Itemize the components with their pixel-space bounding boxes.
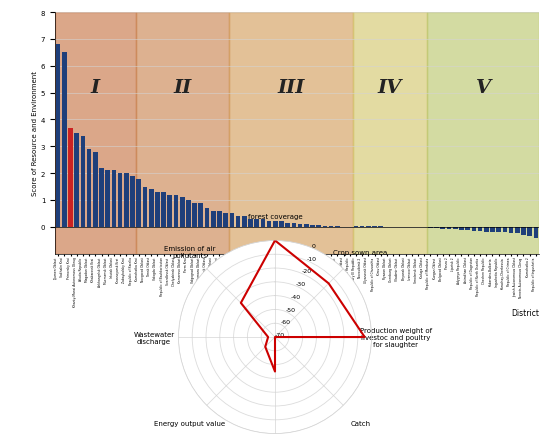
Bar — [242, 216, 246, 227]
Bar — [74, 134, 79, 227]
Bar — [142, 187, 147, 227]
Bar — [124, 174, 129, 227]
Text: III: III — [277, 79, 305, 97]
Bar — [427, 13, 539, 254]
Bar — [521, 227, 526, 235]
Bar — [428, 227, 433, 228]
Bar — [478, 227, 482, 231]
Bar — [471, 227, 476, 231]
Bar — [316, 226, 321, 227]
Bar — [118, 174, 123, 227]
Bar — [161, 192, 166, 227]
Bar — [434, 227, 439, 229]
Bar — [167, 195, 172, 227]
Bar — [261, 219, 265, 227]
Bar — [149, 190, 153, 227]
Bar — [323, 226, 327, 227]
X-axis label: District: District — [511, 308, 539, 317]
Bar — [515, 227, 520, 234]
Bar — [267, 222, 271, 227]
Bar — [534, 227, 538, 238]
Bar — [273, 222, 278, 227]
Bar — [304, 225, 309, 227]
Bar — [459, 227, 464, 230]
Bar — [155, 192, 160, 227]
Bar — [298, 225, 302, 227]
Bar — [292, 223, 296, 227]
Bar — [310, 226, 315, 227]
Bar — [136, 179, 141, 227]
Bar — [87, 150, 91, 227]
Bar — [136, 13, 229, 254]
Bar — [484, 227, 488, 232]
Bar — [211, 211, 216, 227]
Bar — [55, 13, 136, 254]
Bar — [93, 152, 98, 227]
Bar — [360, 226, 365, 227]
Bar — [223, 214, 228, 227]
Y-axis label: Score of Resource and Environment: Score of Resource and Environment — [32, 71, 38, 196]
Bar — [81, 136, 85, 227]
Text: IV: IV — [378, 79, 402, 97]
Bar — [441, 227, 445, 230]
Bar — [354, 226, 358, 227]
Bar — [180, 198, 185, 227]
Bar — [199, 203, 203, 227]
Bar — [496, 227, 501, 233]
Bar — [447, 227, 452, 230]
Bar — [99, 168, 104, 227]
Bar — [279, 222, 284, 227]
Bar — [254, 219, 259, 227]
Bar — [503, 227, 507, 233]
Bar — [56, 45, 60, 227]
Bar — [353, 13, 427, 254]
Bar — [68, 128, 73, 227]
Bar — [217, 211, 222, 227]
Bar — [106, 171, 110, 227]
Bar — [236, 216, 240, 227]
Bar — [509, 227, 513, 233]
Text: V: V — [476, 79, 491, 97]
Bar — [248, 219, 253, 227]
Bar — [112, 171, 116, 227]
Text: I: I — [91, 79, 100, 97]
Bar — [186, 201, 191, 227]
Bar — [453, 227, 458, 230]
Bar — [229, 13, 353, 254]
Bar — [205, 208, 210, 227]
Bar — [229, 214, 234, 227]
Bar — [465, 227, 470, 231]
Bar — [490, 227, 495, 233]
Bar — [62, 53, 67, 227]
Text: II: II — [173, 79, 191, 97]
Bar — [329, 226, 333, 227]
Bar — [366, 226, 371, 227]
Bar — [130, 177, 135, 227]
Bar — [174, 195, 178, 227]
Bar — [192, 203, 197, 227]
Bar — [527, 227, 532, 237]
Bar — [285, 223, 290, 227]
